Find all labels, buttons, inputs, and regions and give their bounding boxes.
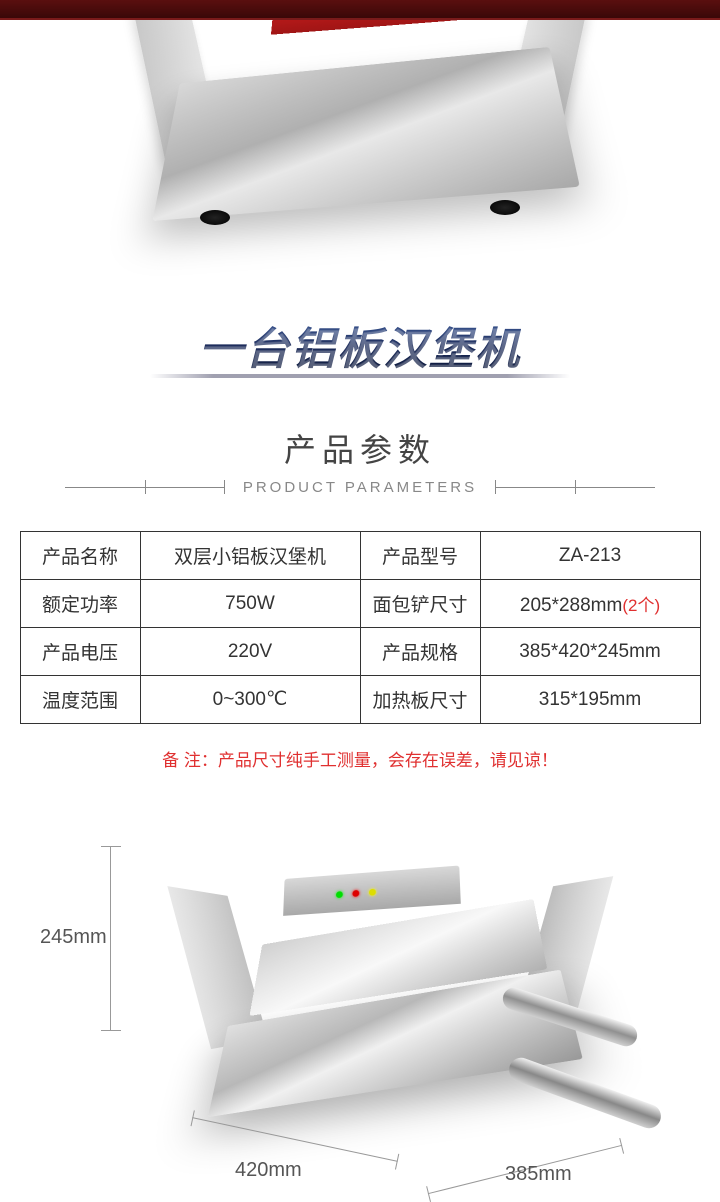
product-title-band: 一台铝板汉堡机: [0, 300, 720, 390]
measurement-note: 备 注：产品尺寸纯手工测量，会存在误差，请见谅！: [0, 734, 720, 791]
spec-value: 750W: [140, 580, 360, 628]
spec-table: 产品名称双层小铝板汉堡机产品型号ZA-213额定功率750W面包铲尺寸205*2…: [20, 531, 701, 724]
spec-value: 0~300℃: [140, 676, 360, 724]
spec-value: 220V: [140, 628, 360, 676]
spec-label: 加热板尺寸: [360, 676, 480, 724]
spec-label: 产品名称: [20, 532, 140, 580]
spec-label: 产品型号: [360, 532, 480, 580]
section-title-en: PRODUCT PARAMETERS: [243, 479, 477, 496]
spec-label: 产品电压: [20, 628, 140, 676]
section-title-cn: 产品参数: [0, 425, 720, 471]
spec-value: ZA-213: [480, 532, 700, 580]
table-row: 产品电压220V产品规格385*420*245mm: [20, 628, 700, 676]
dimension-depth-label: 420mm: [235, 1159, 302, 1182]
spec-label: 产品规格: [360, 628, 480, 676]
table-row: 额定功率750W面包铲尺寸205*288mm(2个): [20, 580, 700, 628]
spec-value: 双层小铝板汉堡机: [140, 532, 360, 580]
top-banner-strip: [0, 0, 720, 20]
section-header: 产品参数 PRODUCT PARAMETERS: [0, 390, 720, 511]
dimension-diagram: 245mm 420mm 385mm: [0, 791, 720, 1181]
hero-product-image: [0, 20, 720, 300]
spec-label: 温度范围: [20, 676, 140, 724]
spec-label: 面包铲尺寸: [360, 580, 480, 628]
table-row: 温度范围0~300℃加热板尺寸315*195mm: [20, 676, 700, 724]
spec-value: 385*420*245mm: [480, 628, 700, 676]
product-title: 一台铝板汉堡机: [199, 313, 521, 377]
dimension-width-label: 385mm: [505, 1163, 572, 1186]
spec-value: 205*288mm(2个): [480, 580, 700, 628]
dimension-height-label: 245mm: [40, 926, 107, 949]
spec-label: 额定功率: [20, 580, 140, 628]
spec-value: 315*195mm: [480, 676, 700, 724]
spec-value-note: (2个): [622, 596, 660, 615]
table-row: 产品名称双层小铝板汉堡机产品型号ZA-213: [20, 532, 700, 580]
